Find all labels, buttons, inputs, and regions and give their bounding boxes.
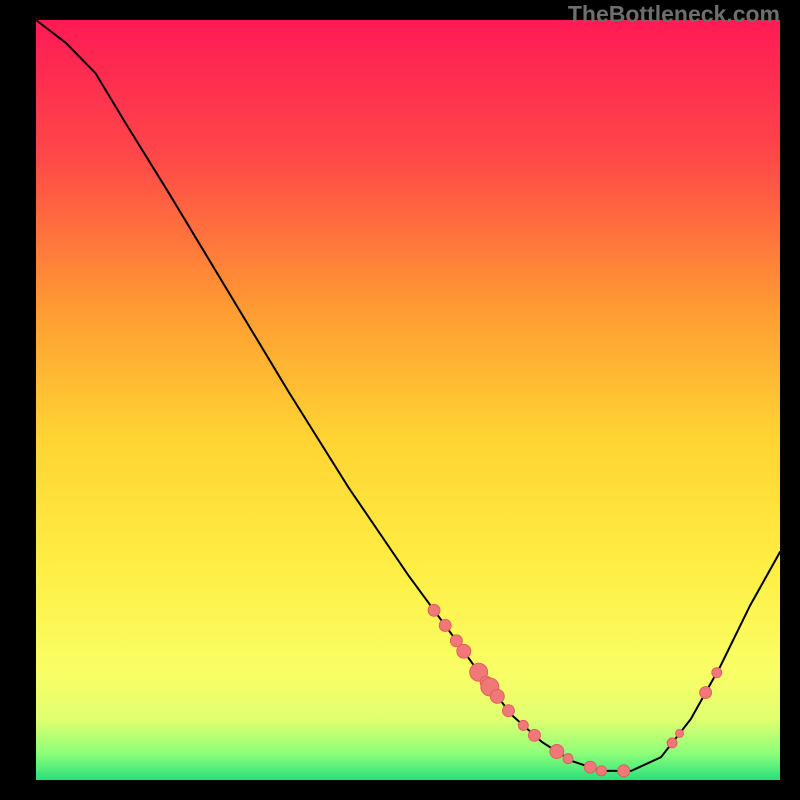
data-marker: [563, 754, 573, 764]
chart-container: TheBottleneck.com: [0, 0, 800, 800]
data-marker: [584, 761, 596, 773]
data-marker: [596, 766, 606, 776]
data-marker: [667, 738, 677, 748]
data-marker: [550, 745, 564, 759]
data-marker: [457, 644, 471, 658]
gradient-background: [36, 20, 780, 780]
data-marker: [518, 720, 528, 730]
data-marker: [428, 604, 440, 616]
data-marker: [676, 729, 684, 737]
data-marker: [618, 765, 630, 777]
data-marker: [490, 689, 504, 703]
data-marker: [439, 619, 451, 631]
chart-svg: [0, 0, 800, 800]
watermark-text: TheBottleneck.com: [568, 1, 780, 28]
data-marker: [528, 729, 540, 741]
data-marker: [502, 705, 514, 717]
data-marker: [712, 668, 722, 678]
data-marker: [700, 687, 712, 699]
